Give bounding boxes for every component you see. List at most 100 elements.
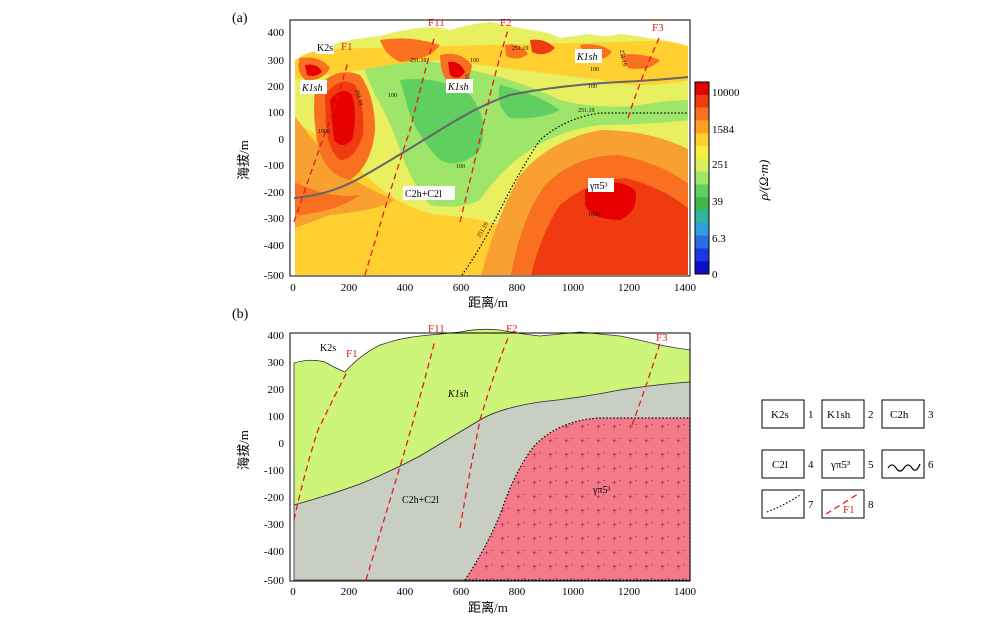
colorbar-segment [695,82,709,96]
y-tick-label: 0 [279,134,285,146]
contour-label: 100 [588,84,597,90]
x-axis-title: 距离/m [468,600,508,615]
contour-label: 100 [456,164,465,170]
unit-label-k2s: K2s [320,343,336,354]
colorbar-tick: 1584 [712,124,735,136]
x-tick-label: 800 [509,586,526,598]
fault-label: F2 [500,17,512,29]
y-tick-label: -100 [264,160,285,172]
colorbar-segment [695,94,709,109]
colorbar-segment [695,158,709,173]
legend-label: C2l [772,459,788,471]
x-tick-label: 1400 [674,586,697,598]
resistivity-zone [448,61,465,78]
x-tick-label: 1000 [562,586,585,598]
fault-line [364,34,436,276]
legend-label: F1 [843,504,855,516]
x-tick-label: 1400 [674,282,697,294]
x-tick-label: 200 [341,586,358,598]
legend-label: C2h [890,409,909,421]
x-tick-label: 800 [509,282,526,294]
faults-b [293,337,661,581]
legend-swatch [821,449,865,479]
colorbar-tick: 0 [712,269,718,281]
resistivity-zone [505,44,528,59]
contour-label: 251.19 [512,46,529,52]
x-axis-title: 距离/m [468,295,508,310]
unit-label-c2h-c2l: C2h+C2l [405,189,442,200]
y-tick-label: -300 [264,519,285,531]
dotted-boundary-icon [766,494,801,513]
colorbar-segment [695,146,709,160]
fault-label: F11 [428,17,445,29]
colorbar-segment [695,197,709,211]
contour-label: 100 [388,93,397,99]
resistivity-zone [530,39,555,55]
unit-label-k1sh: K1sh [447,82,469,93]
y-tick-label: -300 [264,213,285,225]
legend-swatch [821,489,865,519]
legend-label: K1sh [827,409,851,421]
fault-label: F11 [428,323,445,335]
x-tick-label: 400 [397,282,414,294]
contour-label: 251.19 [578,108,595,114]
y-tick-label: 0 [279,438,285,450]
legend-number: 4 [808,459,814,471]
faults-a [293,29,661,276]
colorbar-segment [695,222,709,237]
colorbar-segment [695,171,709,185]
geologic-section [293,328,691,581]
x-tick-label: 1000 [562,282,585,294]
x-tick-label: 600 [453,586,470,598]
unit-label-granite: γπ5³ [592,485,610,496]
colorbar-ticks: 10000 1584 251 39 6.3 0 [712,87,740,281]
y-axis-title: 海拔/m [236,430,251,470]
panel-b-label: (b) [232,307,249,322]
fault-line [459,337,509,529]
legend-swatch [821,399,865,429]
colorbar-title: ρ/(Ω·m) [756,160,771,202]
legend-number: 2 [868,409,874,421]
fault-line [293,369,349,521]
colorbar-segment [695,107,709,121]
y-tick-label: 100 [268,107,285,119]
legend-number: 7 [808,499,814,511]
colorbar-frame [694,81,710,275]
colorbar-segment [695,210,709,224]
legend-number: 8 [868,499,874,511]
legend-label: K2s [771,409,789,421]
fault-line [459,29,509,223]
legend-swatch [761,489,805,519]
fault-line [631,342,661,426]
legend-number: 6 [928,459,934,471]
legend-swatch [761,449,805,479]
y-tick-label: -500 [264,575,285,587]
colorbar-segment [695,248,709,262]
y-tick-label: 400 [268,27,285,39]
y-axis-title: 海拔/m [236,140,251,180]
fault-line [627,35,661,119]
panel-a-frame [289,19,691,277]
panel-b-frame [289,332,691,582]
x-tick-label: 1200 [618,282,641,294]
contour-label: 251.19 [410,58,427,64]
panel-a-xaxis: 0 200 400 600 800 1000 1200 1400 [290,282,696,294]
colorbar-tick: 6.3 [712,233,726,245]
x-tick-label: 400 [397,586,414,598]
y-tick-label: -100 [264,465,285,477]
y-tick-label: -200 [264,187,285,199]
colorbar-tick: 39 [712,196,724,208]
y-tick-label: 200 [268,384,285,396]
x-tick-label: 1200 [618,586,641,598]
unit-granite [463,417,691,581]
fault-label: F1 [341,41,353,53]
boundary-line-a [293,76,689,199]
x-tick-label: 600 [453,282,470,294]
colorbar-segment [695,235,709,249]
y-tick-label: 300 [268,357,285,369]
y-tick-label: -400 [264,240,285,252]
contour-label: 100 [590,67,599,73]
resistivity-zone [295,180,360,215]
y-tick-label: 200 [268,81,285,93]
